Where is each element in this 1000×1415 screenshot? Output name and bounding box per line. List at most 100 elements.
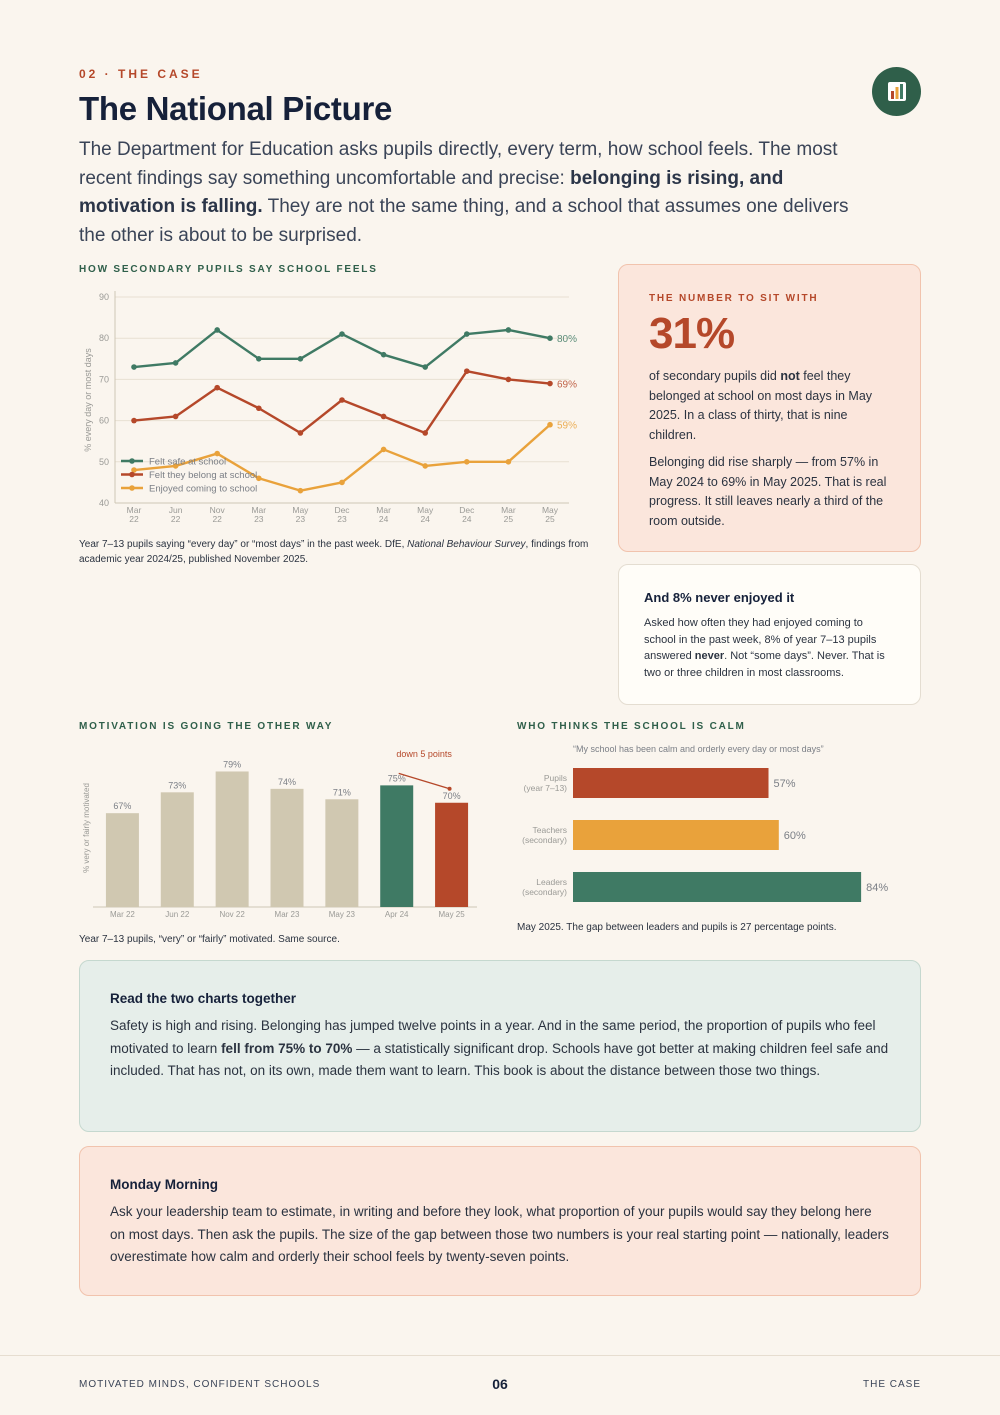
- caption-text-end: , findings from academic year 2024/25, p…: [79, 539, 589, 565]
- x-tick-line: 25: [504, 514, 514, 524]
- x-tick-label: Nov 22: [210, 505, 226, 524]
- hbar-category-line: (secondary): [522, 835, 567, 845]
- x-tick-label: May 24: [417, 505, 434, 524]
- x-tick-line: May: [542, 505, 559, 515]
- callout-text-end: feel they belonged at school on most day…: [649, 369, 873, 442]
- series-point: [547, 421, 553, 428]
- bar: [325, 799, 359, 907]
- x-tick-line: 25: [545, 514, 555, 524]
- note-title: And 8% never enjoyed it: [644, 590, 795, 605]
- series-point: [256, 405, 262, 412]
- hbar-category-line: Teachers: [533, 825, 568, 835]
- hbar-category-line: Pupils: [544, 773, 567, 783]
- x-tick-line: Nov: [210, 505, 226, 515]
- legend-entry: Felt they belong at school: [149, 470, 257, 481]
- bar-value-label: 75%: [388, 773, 406, 783]
- bar-chart-caption: Year 7–13 pupils, “very” or “fairly” mot…: [79, 934, 340, 945]
- x-tick-label: May 25: [438, 910, 465, 919]
- read-together-box: Read the two charts together Safety is h…: [79, 960, 921, 1132]
- x-tick-line: 24: [462, 514, 472, 524]
- callout-paragraph-1: of secondary pupils did not feel they be…: [649, 367, 890, 445]
- y-tick-label: 70: [99, 374, 109, 384]
- bar: [160, 792, 194, 907]
- series-end-label: 59%: [557, 421, 577, 432]
- x-tick-line: Dec: [459, 505, 475, 515]
- bar: [215, 771, 249, 907]
- series-point: [256, 475, 262, 482]
- x-tick-label: May 23: [329, 910, 356, 919]
- y-tick-label: 90: [99, 292, 109, 302]
- series-point: [422, 463, 429, 469]
- bar: [380, 785, 414, 907]
- series-point: [464, 368, 470, 374]
- annotation-arrowhead: [447, 786, 452, 791]
- bar-value-label: 67%: [113, 801, 131, 811]
- series-point: [339, 397, 345, 403]
- x-tick-label: May 23: [292, 505, 309, 524]
- stat-callout: THE NUMBER TO SIT WITH 31% of secondary …: [618, 264, 921, 552]
- chart-badge: [872, 67, 921, 116]
- series-point: [547, 335, 553, 341]
- bar-value-label: 70%: [443, 791, 461, 801]
- series-point: [214, 450, 220, 457]
- lede-paragraph: The Department for Education asks pupils…: [79, 136, 869, 250]
- footer-divider: [0, 1355, 1000, 1356]
- series-point: [464, 331, 470, 337]
- series-point: [297, 356, 304, 362]
- read-box-text-end: — a statistically significant drop. Scho…: [110, 1040, 889, 1079]
- legend-swatch-dot: [129, 485, 135, 491]
- series-point: [547, 380, 553, 387]
- series-point: [505, 376, 512, 383]
- hbar-chart-caption: May 2025. The gap between leaders and pu…: [517, 922, 837, 933]
- legend-entry: Enjoyed coming to school: [149, 484, 257, 495]
- callout-emphasis: not: [780, 369, 800, 383]
- monday-morning-box: Monday Morning Ask your leadership team …: [79, 1146, 921, 1296]
- note-card: And 8% never enjoyed it Asked how often …: [618, 564, 921, 705]
- read-box-title: Read the two charts together: [110, 991, 297, 1006]
- x-tick-label: Mar 23: [275, 910, 300, 919]
- hbar-category-label: Leaders (secondary): [522, 877, 567, 897]
- note-text-end: . Not “some days”. Never. That is two or…: [644, 650, 885, 679]
- x-tick-line: 22: [129, 514, 139, 524]
- series-point: [380, 351, 387, 358]
- series-point: [172, 360, 179, 366]
- bar-value-label: 73%: [168, 780, 186, 790]
- x-tick-label: Mar 23: [251, 505, 266, 524]
- callout-label: THE NUMBER TO SIT WITH: [649, 293, 819, 304]
- lede-text-end: They are not the same thing, and a schoo…: [79, 196, 849, 246]
- x-tick-label: Mar 22: [110, 910, 135, 919]
- y-tick-label: 80: [99, 333, 109, 343]
- read-box-emphasis: fell from 75% to 70%: [221, 1040, 353, 1056]
- series-point: [505, 459, 512, 465]
- series-point: [339, 479, 345, 486]
- y-axis-label: % very or fairly motivated: [82, 783, 91, 873]
- hbar: [573, 820, 779, 850]
- lede-emphasis: belonging is rising, and motivation is f…: [79, 167, 784, 218]
- x-tick-label: Jun 22: [165, 910, 190, 919]
- series-point: [256, 356, 262, 362]
- callout-stat: 31%: [649, 309, 735, 358]
- page-title: The National Picture: [79, 90, 393, 127]
- series-point: [131, 364, 137, 370]
- note-paragraph: Asked how often they had enjoyed coming …: [644, 615, 895, 681]
- monday-box-title: Monday Morning: [110, 1177, 218, 1192]
- section-kicker: 02 · THE CASE: [79, 67, 203, 81]
- x-tick-line: Mar: [501, 505, 516, 515]
- caption-source: National Behaviour Survey: [407, 539, 526, 550]
- x-tick-line: 23: [254, 514, 264, 524]
- caption-text: Year 7–13 pupils saying “every day” or “…: [79, 539, 408, 550]
- legend-swatch-dot: [129, 458, 135, 464]
- series-end-label: 69%: [557, 380, 577, 391]
- callout-text: of secondary pupils did: [649, 369, 781, 383]
- bar-chart: % very or fairly motivated 67% Mar 22 73% Ju…: [82, 749, 477, 919]
- footer-book-title: MOTIVATED MINDS, CONFIDENT SCHOOLS: [79, 1379, 321, 1390]
- annotation-arrow: [398, 772, 450, 790]
- hbar-value-label: 84%: [866, 882, 888, 894]
- note-emphasis: never: [694, 650, 725, 662]
- y-tick-label: 40: [99, 498, 109, 508]
- bar: [435, 802, 469, 907]
- series-point: [172, 463, 179, 469]
- series-point: [214, 384, 220, 391]
- monday-box-paragraph: Ask your leadership team to estimate, in…: [110, 1204, 889, 1264]
